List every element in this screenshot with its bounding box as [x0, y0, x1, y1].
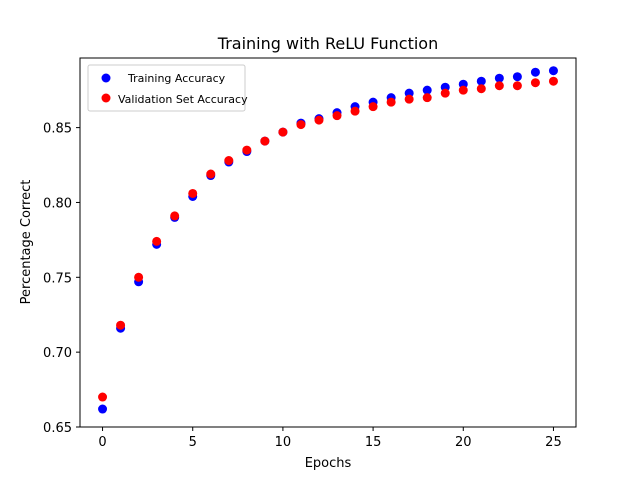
data-point-validation	[98, 392, 108, 402]
data-point-validation	[188, 188, 198, 198]
y-tick-label: 0.70	[43, 346, 72, 361]
data-point-validation	[314, 115, 324, 125]
x-tick-label: 15	[365, 435, 382, 450]
x-axis-ticks: 0 5 10 15 20 25	[98, 427, 562, 450]
x-tick-label: 10	[275, 435, 292, 450]
data-point-validation	[224, 156, 234, 166]
data-point-validation	[170, 211, 180, 221]
data-point-validation	[422, 93, 432, 103]
data-point-validation	[476, 84, 486, 94]
y-axis-ticks: 0.65 0.70 0.75 0.80 0.85	[43, 122, 80, 436]
y-tick-label: 0.75	[43, 271, 72, 286]
chart-title: Training with ReLU Function	[217, 34, 438, 53]
legend-marker-training	[101, 73, 111, 83]
y-tick-label: 0.65	[43, 421, 72, 436]
plot-area	[79, 57, 577, 428]
data-point-validation	[134, 272, 144, 282]
x-axis-label: Epochs	[305, 456, 352, 471]
data-point-training	[530, 67, 540, 77]
data-point-training	[512, 72, 522, 82]
x-tick-label: 25	[545, 435, 562, 450]
data-point-validation	[332, 111, 342, 121]
y-tick-label: 0.85	[43, 122, 72, 137]
data-point-validation	[116, 320, 126, 330]
data-point-validation	[368, 102, 378, 112]
legend-label-validation: Validation Set Accuracy	[118, 93, 248, 106]
data-point-validation	[296, 120, 306, 130]
legend: Training Accuracy Validation Set Accurac…	[87, 64, 248, 112]
data-point-training	[476, 76, 486, 86]
data-point-validation	[530, 78, 540, 88]
legend-label-training: Training Accuracy	[127, 72, 226, 85]
data-point-validation	[494, 81, 504, 91]
data-point-validation	[458, 85, 468, 95]
data-point-validation	[350, 106, 360, 116]
data-point-training	[494, 73, 504, 83]
data-point-validation	[440, 88, 450, 98]
data-point-validation	[278, 127, 288, 137]
legend-marker-validation	[101, 93, 111, 103]
data-point-validation	[242, 145, 252, 155]
data-point-validation	[404, 94, 414, 104]
x-tick-label: 20	[455, 435, 472, 450]
data-points	[98, 66, 558, 414]
y-axis-label: Percentage Correct	[19, 180, 34, 305]
x-tick-label: 5	[189, 435, 197, 450]
data-point-training	[548, 66, 558, 76]
data-point-validation	[206, 169, 216, 179]
data-point-validation	[548, 76, 558, 86]
legend-box	[87, 64, 246, 112]
data-point-validation	[260, 136, 270, 146]
data-point-training	[98, 404, 108, 414]
data-point-training	[422, 85, 432, 95]
data-point-validation	[152, 236, 162, 246]
x-tick-label: 0	[98, 435, 106, 450]
data-point-validation	[512, 81, 522, 91]
y-tick-label: 0.80	[43, 196, 72, 211]
data-point-validation	[386, 97, 396, 107]
